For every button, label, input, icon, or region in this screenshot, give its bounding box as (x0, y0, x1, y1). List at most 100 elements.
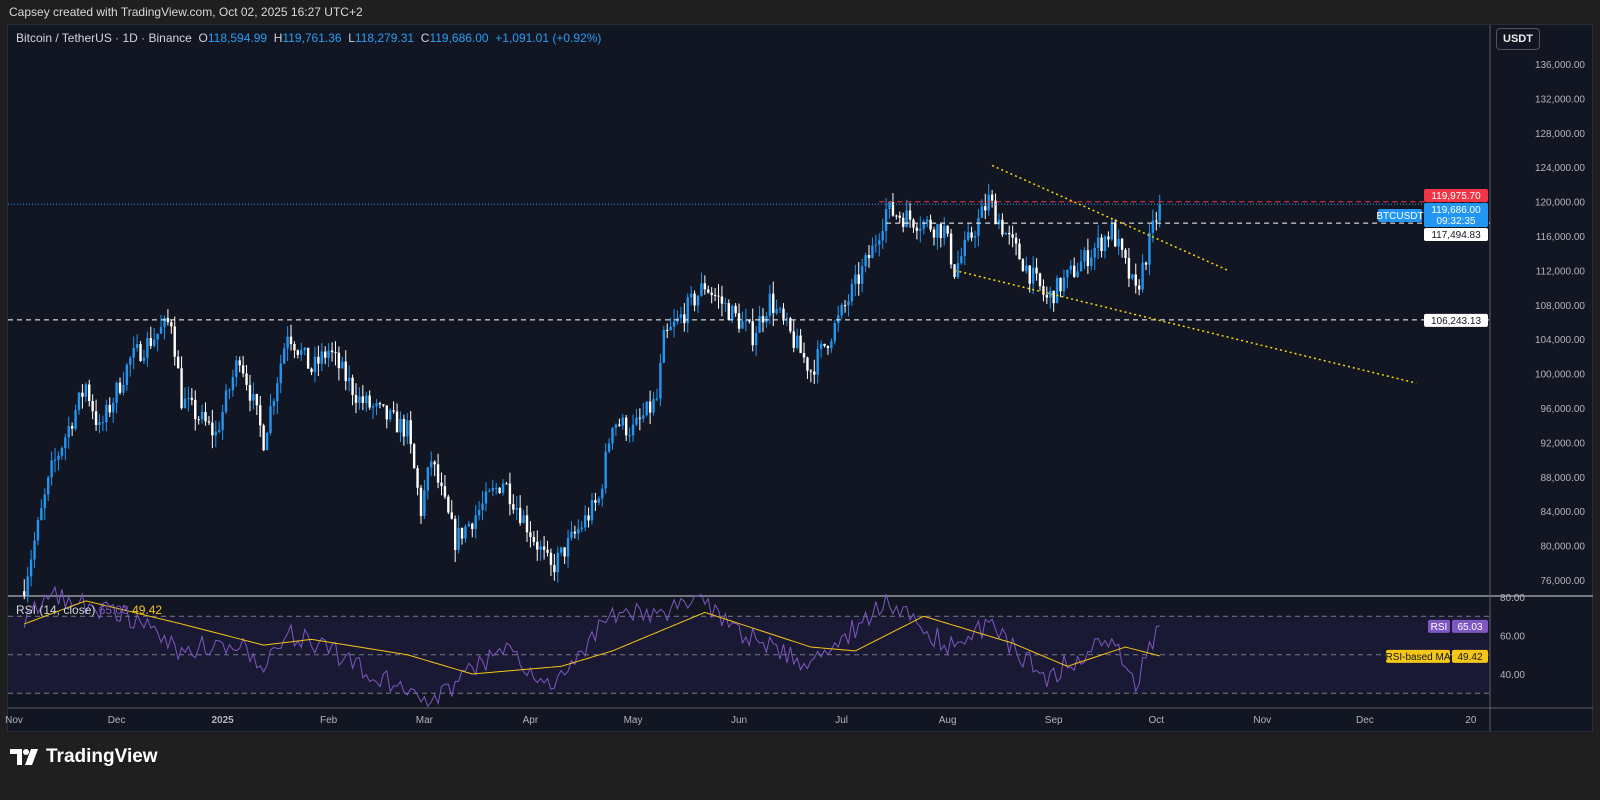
change-value: +1,091.01 (+0.92%) (495, 31, 602, 45)
candle-body (74, 410, 77, 429)
candle-body (1052, 290, 1055, 304)
candle-body (765, 315, 768, 323)
candle-body (1137, 285, 1141, 290)
last-price-tag-text: 119,686.00 (1431, 205, 1481, 216)
candle-body (498, 487, 501, 493)
candle-body (139, 344, 142, 361)
candle-body (327, 350, 330, 358)
price-tick: 96,000.00 (1541, 404, 1586, 415)
candle-body (156, 333, 159, 340)
candle-body (816, 348, 819, 375)
symbol-title[interactable]: Bitcoin / TetherUS · 1D · Binance (16, 31, 192, 45)
time-tick: Jul (835, 715, 848, 726)
high-value: 119,761.36 (282, 31, 342, 45)
candle-body (1151, 220, 1155, 233)
candle-body (57, 455, 60, 460)
time-tick: Oct (1148, 715, 1164, 726)
candle-body (857, 274, 860, 284)
candle-body (799, 335, 802, 354)
candle-body (624, 417, 628, 436)
candle-body (874, 244, 878, 246)
candle-body (837, 315, 840, 324)
candle-body (252, 394, 255, 401)
candle-body (1076, 271, 1079, 277)
candle-body (467, 523, 471, 527)
low-label: L (348, 31, 355, 45)
candle-body (488, 490, 491, 492)
candle-body (118, 382, 122, 393)
candle-body (170, 322, 173, 327)
price-tick: 80,000.00 (1541, 542, 1586, 553)
tradingview-logo[interactable]: TradingView (10, 746, 158, 768)
candle-body (1110, 222, 1114, 240)
level1-tag-bg (1424, 228, 1488, 241)
candle-body (351, 377, 354, 396)
candle-body (47, 477, 50, 495)
open-label: O (198, 31, 208, 45)
candle-body (317, 356, 320, 364)
candle-body (854, 274, 857, 285)
candle-body (235, 360, 238, 378)
candle-body (891, 202, 895, 216)
candle-body (474, 515, 477, 530)
candle-body (447, 496, 450, 513)
candle-body (180, 368, 183, 409)
candle-body (549, 552, 553, 565)
candle-body (587, 515, 590, 521)
candle-body (197, 419, 200, 421)
candle-body (553, 564, 556, 573)
rsi-ma-value-tag: 49.42 (1452, 649, 1488, 663)
candle-body (560, 547, 563, 553)
candle-body (231, 377, 235, 391)
candle-body (789, 318, 792, 332)
rsi-ma-name-tag-text: RSI-based MA (1385, 652, 1450, 663)
candle-body (987, 194, 990, 211)
candle-body (416, 468, 419, 488)
candle-body (1004, 232, 1007, 235)
candle-body (662, 329, 665, 363)
candle-body (915, 227, 919, 231)
candle-body (700, 283, 703, 296)
candle-body (276, 383, 279, 402)
candle-body (84, 384, 88, 397)
candle-body (347, 377, 351, 382)
candle-body (707, 289, 710, 293)
candle-body (563, 547, 566, 557)
candle-body (132, 347, 135, 358)
rsi-ma-name-tag-bg (1386, 649, 1450, 663)
candle-body (631, 424, 635, 436)
candle-body (81, 392, 84, 397)
candle-body (932, 229, 936, 238)
candle-body (279, 363, 282, 384)
rsi-tick: 80.00 (1500, 593, 1525, 604)
rsi-title[interactable]: RSI (14, close) (16, 603, 96, 617)
rsi-ma-value: 49.42 (132, 603, 163, 617)
candle-body (282, 348, 286, 364)
candle-body (77, 392, 81, 411)
time-tick: Nov (1253, 715, 1271, 726)
candle-body (823, 343, 826, 346)
candle-body (843, 305, 847, 307)
candle-body (539, 546, 542, 550)
candle-body (936, 224, 939, 238)
candle-body (748, 320, 751, 322)
candle-body (542, 546, 546, 550)
candle-body (689, 293, 693, 298)
candle-body (990, 194, 994, 201)
candle-body (655, 398, 659, 400)
chart-frame[interactable] (7, 24, 1593, 732)
candle-body (908, 210, 912, 220)
candle-body (1042, 286, 1045, 295)
candle-body (806, 357, 809, 371)
currency-button[interactable]: USDT (1496, 28, 1540, 50)
candle-body (436, 464, 440, 483)
candle-body (925, 219, 929, 222)
candle-body (573, 531, 577, 534)
candle-body (611, 427, 614, 444)
candle-body (703, 283, 707, 290)
candle-body (696, 295, 700, 306)
candle-body (713, 295, 717, 297)
candle-body (371, 406, 375, 408)
candle-body (440, 482, 443, 487)
